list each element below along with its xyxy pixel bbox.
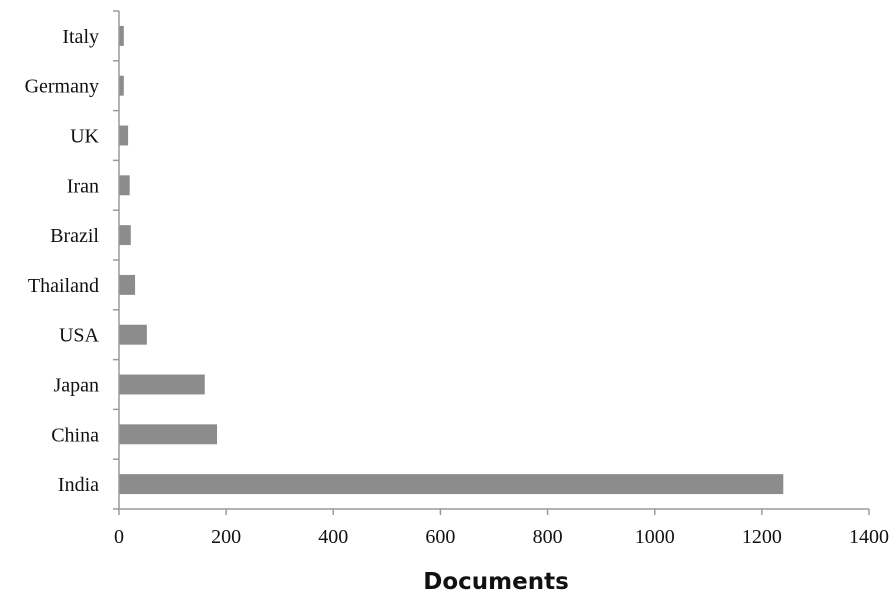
bar-iran	[119, 175, 130, 196]
x-tick-label: 800	[533, 526, 563, 548]
x-tick-label: 1200	[742, 526, 782, 548]
category-label-iran: Iran	[67, 175, 99, 197]
category-label-india: India	[58, 474, 99, 496]
x-axis	[118, 508, 870, 515]
bar-india	[119, 474, 784, 495]
x-tick-label: 200	[211, 526, 241, 548]
category-label-usa: USA	[59, 325, 100, 347]
bars-group	[119, 25, 784, 495]
bar-thailand	[119, 274, 136, 295]
category-label-japan: Japan	[53, 375, 99, 397]
x-axis-title: Documents	[423, 569, 569, 594]
bar-uk	[119, 125, 129, 146]
y-axis	[113, 10, 120, 510]
x-tick-label: 0	[114, 526, 124, 548]
category-label-uk: UK	[70, 126, 99, 148]
x-tick-label: 1000	[635, 526, 675, 548]
x-tick-label: 400	[318, 526, 348, 548]
category-label-thailand: Thailand	[28, 275, 99, 297]
category-label-germany: Germany	[25, 76, 99, 98]
bar-brazil	[119, 225, 131, 246]
x-tick-label: 1400	[849, 526, 889, 548]
bar-italy	[119, 25, 124, 46]
bar-germany	[119, 75, 124, 96]
bar-usa	[119, 324, 147, 345]
category-labels: India China Japan USA Thailand Brazil Iran UK Ge…	[25, 26, 100, 496]
category-label-italy: Italy	[62, 26, 99, 48]
category-label-china: China	[51, 424, 99, 446]
bar-china	[119, 424, 218, 445]
category-label-brazil: Brazil	[50, 225, 99, 247]
x-tick-labels: 0 200 400 600 800 1000 1200 1400	[114, 526, 889, 548]
bar-japan	[119, 374, 205, 395]
x-tick-label: 600	[425, 526, 455, 548]
